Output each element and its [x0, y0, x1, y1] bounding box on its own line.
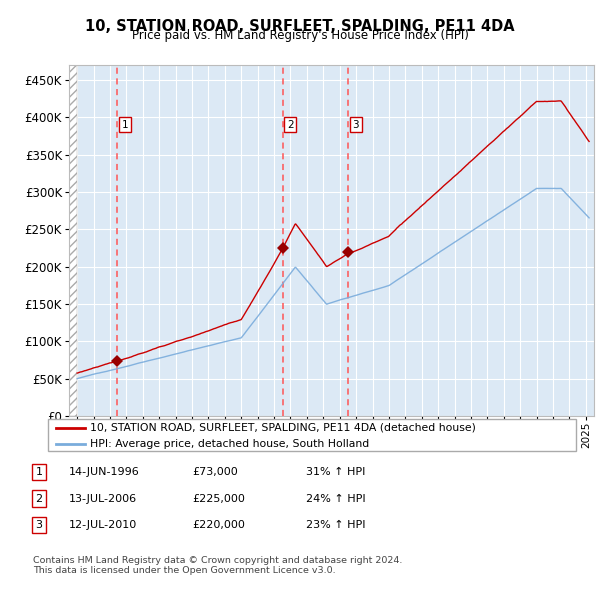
Text: 13-JUL-2006: 13-JUL-2006 [69, 494, 137, 503]
Text: 10, STATION ROAD, SURFLEET, SPALDING, PE11 4DA (detached house): 10, STATION ROAD, SURFLEET, SPALDING, PE… [90, 423, 476, 433]
Text: 12-JUL-2010: 12-JUL-2010 [69, 520, 137, 530]
Text: 1: 1 [35, 467, 43, 477]
Text: Contains HM Land Registry data © Crown copyright and database right 2024.: Contains HM Land Registry data © Crown c… [33, 556, 403, 565]
Bar [69, 65, 77, 416]
Text: 24% ↑ HPI: 24% ↑ HPI [306, 494, 365, 503]
Text: £220,000: £220,000 [192, 520, 245, 530]
Text: 10, STATION ROAD, SURFLEET, SPALDING, PE11 4DA: 10, STATION ROAD, SURFLEET, SPALDING, PE… [85, 19, 515, 34]
Text: £225,000: £225,000 [192, 494, 245, 503]
Text: Price paid vs. HM Land Registry's House Price Index (HPI): Price paid vs. HM Land Registry's House … [131, 30, 469, 42]
Text: £73,000: £73,000 [192, 467, 238, 477]
Text: 23% ↑ HPI: 23% ↑ HPI [306, 520, 365, 530]
Text: HPI: Average price, detached house, South Holland: HPI: Average price, detached house, Sout… [90, 439, 370, 449]
Text: 31% ↑ HPI: 31% ↑ HPI [306, 467, 365, 477]
Text: 2: 2 [35, 494, 43, 503]
Text: This data is licensed under the Open Government Licence v3.0.: This data is licensed under the Open Gov… [33, 566, 335, 575]
Text: 14-JUN-1996: 14-JUN-1996 [69, 467, 140, 477]
Text: 3: 3 [353, 120, 359, 130]
Text: 2: 2 [287, 120, 293, 130]
Text: 3: 3 [35, 520, 43, 530]
Text: 1: 1 [121, 120, 128, 130]
